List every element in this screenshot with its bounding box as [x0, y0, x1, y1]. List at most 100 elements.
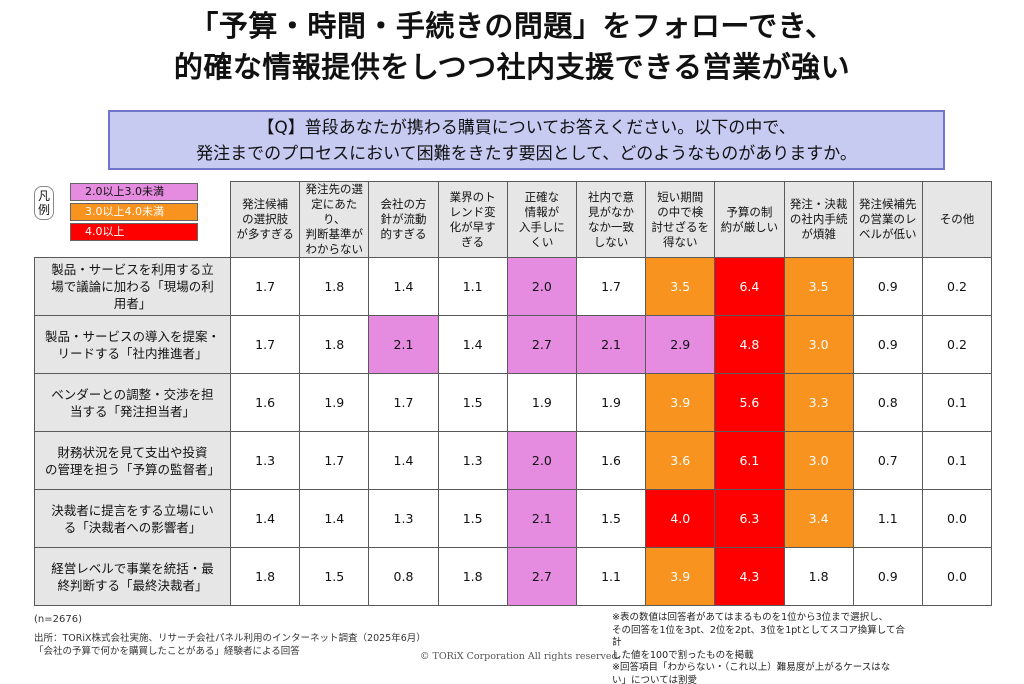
footnotes: ※表の数値は回答者があてはまるものを1位から3位まで選択し、 その回答を1位を3… — [612, 612, 912, 684]
row-header-line: 財務状況を見て支出や投資 — [57, 444, 208, 460]
question-line-2: 発注までのプロセスにおいて困難をきたす要因として、どのようなものがありますか。 — [196, 144, 857, 164]
table-row: 製品・サービスの導入を提案・ リードする「社内推進者」 1.7 1.8 2.1 1.4 2.… — [34, 315, 993, 374]
table-cell: 1.9 — [506, 373, 577, 432]
row-header-line: 決裁者に提言をする立場にい — [51, 502, 214, 518]
column-header: 正確な 情報が 入手しに くい — [506, 181, 577, 258]
table-cell: 3.5 — [645, 257, 716, 316]
footnote-line: した値を100で割ったものを掲載 — [612, 649, 754, 661]
row-header-line: 用者」 — [113, 296, 152, 311]
table-cell: 1.5 — [575, 489, 647, 548]
table-cell: 1.6 — [229, 373, 301, 432]
column-header-line: 針が流動 — [380, 212, 427, 226]
table-cell: 1.4 — [437, 315, 508, 374]
footnote-line: ※回答項目「わからない・（これ以上）難易度が上がるケースはな — [612, 662, 891, 673]
table-cell: 1.8 — [437, 547, 508, 606]
row-header-line: ベンダーとの調整・交渉を担 — [51, 386, 214, 402]
table-cell: 0.2 — [921, 257, 993, 316]
page-title: 「予算・時間・手続きの問題」をフォローでき、 的確な情報提供をしつつ社内支援でき… — [0, 6, 1024, 88]
title-line-2: 的確な情報提供をしつつ社内支援できる営業が強い — [173, 50, 851, 84]
row-header: 製品・サービスの導入を提案・ リードする「社内推進者」 — [34, 315, 231, 374]
table-cell: 3.0 — [783, 315, 854, 374]
source-line-1: 出所：TORiX株式会社実施、リサーチ会社パネル利用のインターネット調査（202… — [34, 633, 426, 644]
table-cell: 3.3 — [783, 373, 854, 432]
sample-size: (n=2676) — [34, 614, 82, 625]
footnote-line: い」については割愛 — [612, 674, 698, 684]
column-header: 社内で意 見がなか なか一致 しない — [575, 181, 647, 258]
question-line-1: 【Q】普段あなたが携わる購買についてお答えください。以下の中で、 — [257, 118, 796, 138]
table-cell: 2.0 — [506, 257, 577, 316]
table-cell: 2.1 — [575, 315, 647, 374]
table-cell: 1.4 — [299, 489, 370, 548]
table-cell: 3.4 — [783, 489, 854, 548]
table-cell: 1.1 — [575, 547, 647, 606]
table-cell: 1.8 — [299, 315, 370, 374]
column-header-line: なか一致 — [588, 219, 635, 234]
table-cell: 1.4 — [368, 431, 439, 490]
column-header-line: 発注候補先 — [859, 197, 917, 211]
table-cell: 0.0 — [921, 489, 993, 548]
column-header-line: 見がなか — [588, 204, 635, 219]
table-cell: 1.3 — [437, 431, 508, 490]
column-header-line: 予算の制 — [726, 204, 773, 219]
table-cell: 0.9 — [852, 315, 923, 374]
table-cell: 0.1 — [921, 431, 993, 490]
table-cell: 3.9 — [645, 373, 716, 432]
column-header-line: 入手しに — [518, 219, 565, 234]
table-row: 製品・サービスを利用する立 場で議論に加わる「現場の利 用者」 1.7 1.8 1.4 1.… — [34, 257, 993, 316]
column-header-line: 正確な — [524, 189, 560, 204]
table-cell: 0.8 — [368, 547, 439, 606]
row-header-line: 終判断する「最終決裁者」 — [57, 577, 208, 593]
column-header-line: しない — [593, 234, 629, 249]
column-header-line: が煩雑 — [801, 227, 836, 241]
table-cell: 1.7 — [229, 257, 301, 316]
legend-item-level-2: 2.0以上3.0未満 — [70, 183, 198, 201]
column-header: 発注候補先 の営業のレ ベルが低い — [852, 181, 923, 258]
row-header-line: の管理を担う「予算の監督者」 — [44, 461, 220, 477]
table-cell: 1.9 — [299, 373, 370, 432]
table-cell: 0.7 — [852, 431, 923, 490]
column-header-line: 短い期間 — [657, 189, 704, 204]
legend-label: 凡例 — [34, 186, 54, 220]
title-line-1: 「予算・時間・手続きの問題」をフォローでき、 — [189, 9, 835, 43]
table-cell: 6.3 — [714, 489, 785, 548]
table-cell: 0.9 — [852, 257, 923, 316]
copyright: © TORiX Corporation All rights reserved. — [420, 651, 621, 662]
table-cell: 1.6 — [575, 431, 647, 490]
row-header-line: 当する「発注担当者」 — [69, 403, 195, 419]
table-cell: 2.7 — [506, 547, 577, 606]
row-header: 経営レベルで事業を統括・最 終判断する「最終決裁者」 — [34, 547, 231, 606]
column-header-line: 業界のト — [449, 189, 496, 204]
row-header: 財務状況を見て支出や投資 の管理を担う「予算の監督者」 — [34, 431, 231, 490]
table-cell: 0.1 — [921, 373, 993, 432]
column-header-line: 発注候補 — [242, 197, 289, 211]
table-cell: 2.1 — [368, 315, 439, 374]
table-cell: 2.9 — [645, 315, 716, 374]
column-header: 短い期間 の中で検 討せざるを 得ない — [645, 181, 716, 258]
table-cell: 4.8 — [714, 315, 785, 374]
column-header-line: 会社の方 — [380, 197, 427, 211]
table-cell: 1.3 — [229, 431, 301, 490]
table-cell: 0.9 — [852, 547, 923, 606]
question-box: 【Q】普段あなたが携わる購買についてお答えください。以下の中で、 発注までのプロ… — [108, 110, 945, 170]
column-header-line: 化が早す — [449, 219, 496, 234]
column-header: 予算の制 約が厳しい — [714, 181, 785, 258]
column-header-line: くい — [530, 234, 554, 249]
table-cell: 3.6 — [645, 431, 716, 490]
table-cell: 2.7 — [506, 315, 577, 374]
table-cell: 1.3 — [368, 489, 439, 548]
footnote-line: その回答を1位を3pt、2位を2pt、3位を1ptとしてスコア換算して合計 — [612, 624, 905, 649]
table-cell: 5.6 — [714, 373, 785, 432]
table-cell: 1.1 — [852, 489, 923, 548]
row-header: 製品・サービスを利用する立 場で議論に加わる「現場の利 用者」 — [34, 257, 231, 316]
column-header: その他 — [921, 181, 993, 258]
column-header: 発注候補 の選択肢 が多すぎる — [229, 181, 301, 258]
table-cell: 1.7 — [575, 257, 647, 316]
column-header: 発注・決裁 の社内手続 が煩雑 — [783, 181, 854, 258]
column-header-line: 発注・決裁 — [789, 197, 848, 211]
row-header-line: 製品・サービスの導入を提案・ — [44, 328, 220, 344]
table-row: 財務状況を見て支出や投資 の管理を担う「予算の監督者」 1.3 1.7 1.4 1.3 2.… — [34, 431, 993, 490]
column-header: 会社の方 針が流動 的すぎる — [368, 181, 439, 258]
table-cell: 1.7 — [299, 431, 370, 490]
column-header-line: が多すぎる — [236, 227, 294, 241]
row-header-line: 製品・サービスを利用する立 — [51, 262, 214, 277]
